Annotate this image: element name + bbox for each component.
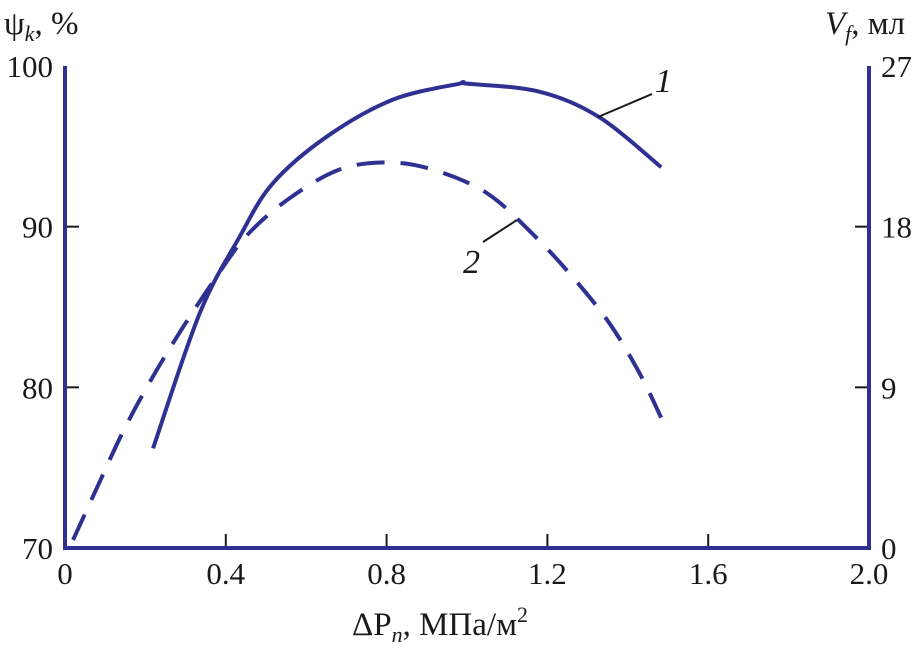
curve-1-label: 1: [655, 63, 672, 100]
plot-frame-axes: [63, 66, 871, 550]
x-tick-label: 1.2: [528, 556, 567, 591]
y-left-axis-title: ψk, %: [4, 6, 78, 46]
x-tick-label: 1.6: [689, 556, 728, 591]
curve-2-leader: [482, 219, 518, 243]
y-right-axis-title: Vf, мл: [825, 6, 905, 46]
series-2-line: [71, 160, 663, 541]
y-left-tick-label: 80: [22, 370, 53, 405]
y-left-tick-label: 90: [22, 210, 53, 245]
y-right-tick-label: 18: [881, 210, 912, 245]
x-tick-label: 0.8: [367, 556, 406, 591]
x-tick-label: 2.0: [850, 556, 889, 591]
x-tick-label: 0.4: [206, 556, 245, 591]
y-right-tick-label: 0: [881, 531, 897, 566]
x-tick-label: 0: [57, 556, 73, 591]
y-left-tick-label: 100: [7, 49, 54, 84]
ticks: 0 0.4 0.8 1.2 1.6 2.0 70 80 90 100 0 9 18 27: [7, 49, 913, 591]
x-axis-title: ΔPn, МПа/м2: [352, 602, 528, 647]
series-1-line: [151, 80, 663, 450]
curve-1-leader: [597, 93, 653, 118]
y-right-tick-label: 9: [881, 370, 897, 405]
curve-2-label: 2: [463, 244, 480, 281]
y-right-tick-label: 27: [881, 49, 912, 84]
curves: [71, 80, 663, 541]
y-left-tick-label: 70: [22, 531, 53, 566]
